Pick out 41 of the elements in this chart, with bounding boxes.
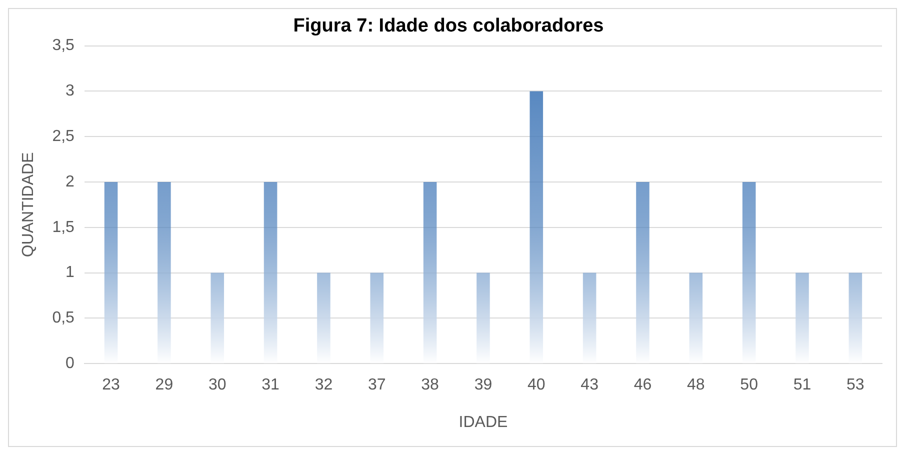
x-tick-label: 29: [155, 376, 174, 394]
x-tick-label: 39: [474, 376, 492, 394]
bar: [210, 272, 224, 364]
x-axis-title: IDADE: [458, 414, 508, 431]
bar: [636, 182, 650, 364]
y-tick-label: 1: [66, 264, 75, 282]
x-tick-label: 48: [687, 376, 705, 394]
y-tick-label: 2,5: [52, 128, 75, 146]
x-tick-label: 30: [208, 376, 226, 394]
chart-title: Figura 7: Idade dos colaboradores: [293, 16, 604, 37]
y-tick-label: 0,5: [52, 310, 75, 327]
bar: [370, 272, 384, 364]
x-tick-label: 32: [314, 376, 333, 394]
bar: [158, 182, 171, 364]
y-tick-label: 3: [66, 82, 75, 100]
x-tick-label: 43: [580, 376, 599, 394]
x-tick-label: 37: [368, 376, 386, 394]
bar: [742, 182, 756, 364]
x-tick-label: 51: [793, 376, 812, 394]
y-tick-label: 2: [66, 173, 75, 190]
x-tick-label: 38: [421, 376, 440, 394]
bar: [423, 182, 437, 364]
bar: [317, 272, 330, 364]
y-tick-label: 3,5: [52, 37, 75, 54]
bar: [264, 182, 278, 364]
x-tick-label: 53: [846, 376, 864, 394]
x-tick-label: 40: [527, 376, 546, 394]
x-tick-label: 46: [634, 376, 652, 394]
bar: [530, 91, 544, 364]
bar: [104, 182, 118, 364]
bar: [582, 272, 596, 364]
bar: [796, 272, 809, 364]
bar: [848, 272, 862, 364]
x-tick-label: 50: [740, 376, 758, 394]
y-axis-title: QUANTIDADE: [20, 152, 38, 258]
x-tick-label: 31: [262, 376, 280, 394]
bar: [476, 272, 490, 364]
bar: [689, 272, 703, 364]
y-tick-label: 1,5: [52, 218, 75, 236]
x-tick-label: 23: [102, 376, 120, 394]
y-tick-label: 0: [66, 355, 75, 372]
